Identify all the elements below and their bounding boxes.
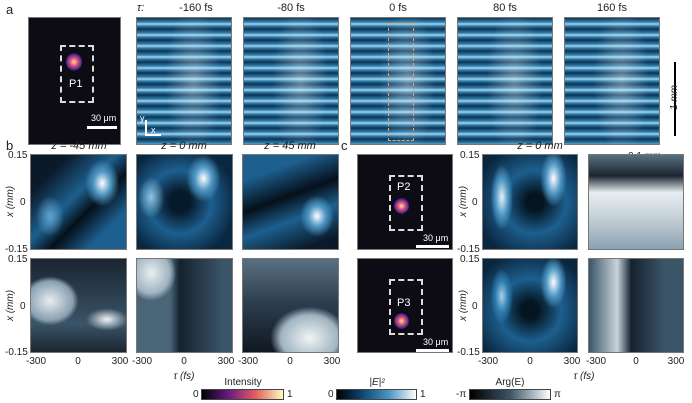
scale-bar-vertical (674, 62, 676, 136)
colorbar-max: π (554, 389, 561, 400)
y-tick: 0 (472, 197, 478, 208)
x-tick: -300 (585, 356, 607, 367)
x-tick: 0 (287, 356, 293, 367)
y-tick: -0.15 (457, 244, 480, 255)
amplitude-map (482, 258, 578, 353)
y-tick: 0.15 (460, 254, 480, 265)
roi-box (389, 175, 423, 231)
axis-y-label: y (140, 113, 145, 123)
column-title: z = -45 mm (51, 140, 107, 152)
y-axis-label: x (mm) (458, 185, 470, 218)
scale-v-text: 1 mm (669, 85, 680, 110)
x-tick: 300 (217, 356, 235, 367)
x-tick: -300 (25, 356, 47, 367)
y-tick: -0.15 (457, 347, 480, 358)
x-tick: 0 (181, 356, 187, 367)
x-tick: -300 (131, 356, 153, 367)
pinhole-image-p2: P2 30 μm (357, 154, 453, 250)
pinhole-label: P2 (397, 181, 411, 193)
y-tick: 0 (20, 301, 26, 312)
tau-label: τ: (137, 2, 145, 14)
phase-colorbar (469, 389, 551, 400)
delay-label: -160 fs (179, 2, 213, 14)
y-tick: -0.15 (5, 347, 28, 358)
amplitude-map (242, 154, 339, 250)
y-axis-label: x (mm) (458, 289, 470, 322)
axis-arrow-icon (145, 120, 147, 135)
intensity-colorbar (201, 389, 284, 400)
panel-b-label: b (6, 138, 14, 153)
scale-text: 30 μm (423, 337, 449, 347)
scale-bar (416, 245, 449, 248)
axis-x-label: x (151, 125, 156, 135)
interference-image: y x (136, 17, 232, 145)
amplitude-map (136, 154, 233, 250)
pinhole-image-p3: P3 30 μm (357, 258, 453, 353)
colorbar-label: Arg(E) (495, 377, 525, 388)
colorbar-label: |E|² (369, 377, 385, 388)
interference-image (243, 17, 339, 145)
focal-spot (66, 53, 82, 71)
pinhole-label: P3 (397, 297, 411, 309)
x-tick: -300 (237, 356, 259, 367)
x-tick: 300 (667, 356, 685, 367)
delay-label: -80 fs (277, 2, 305, 14)
phase-map (136, 258, 233, 353)
y-tick: 0 (472, 301, 478, 312)
axis-arrow-icon (145, 134, 161, 136)
column-title: z = 45 mm (264, 140, 316, 152)
x-tick: 0 (633, 356, 639, 367)
y-tick: 0.15 (8, 150, 28, 161)
phase-map (30, 258, 127, 353)
phase-map (242, 258, 339, 353)
y-tick: 0.15 (8, 254, 28, 265)
roi-box (389, 279, 423, 335)
x-tick: 300 (323, 356, 341, 367)
field-amplitude-colorbar (336, 389, 417, 400)
phase-map (588, 258, 684, 353)
y-axis-label: x (mm) (5, 289, 17, 322)
y-tick: 0 (20, 197, 26, 208)
x-tick: 0 (75, 356, 81, 367)
focal-spot (394, 198, 409, 214)
column-title: z = 0 mm (517, 140, 563, 152)
interference-image (564, 17, 660, 145)
interference-image (457, 17, 553, 145)
y-axis-label: x (mm) (5, 185, 17, 218)
pinhole-image-p1: P1 30 μm (28, 17, 121, 145)
panel-a-label: a (6, 2, 14, 17)
y-tick: -0.15 (5, 244, 28, 255)
x-tick: 300 (111, 356, 129, 367)
colorbar-min: 0 (193, 389, 199, 400)
x-axis-label: τ (fs) (573, 371, 595, 382)
x-axis-label: τ (fs) (173, 371, 195, 382)
x-tick: -300 (477, 356, 499, 367)
delay-label: 0 fs (389, 2, 407, 14)
colorbar-max: 1 (287, 389, 293, 400)
colorbar-max: 1 (420, 389, 426, 400)
column-title: z = 0 mm (161, 140, 207, 152)
y-tick: 0.15 (460, 150, 480, 161)
amplitude-map (482, 154, 578, 250)
roi-box (60, 45, 94, 103)
panel-c-label: c (341, 138, 348, 153)
x-tick: 300 (563, 356, 581, 367)
phase-map (588, 154, 684, 250)
scale-bar (416, 349, 449, 352)
colorbar-min: 0 (328, 389, 334, 400)
scale-text: 30 μm (91, 113, 117, 123)
scale-bar (87, 126, 117, 129)
delay-label: 80 fs (493, 2, 517, 14)
roi-box (388, 23, 414, 141)
interference-image (350, 17, 446, 145)
colorbar-label: Intensity (224, 377, 262, 388)
scale-text: 30 μm (423, 233, 449, 243)
x-tick: 0 (527, 356, 533, 367)
pinhole-label: P1 (69, 78, 83, 90)
delay-label: 160 fs (597, 2, 627, 14)
focal-spot (394, 313, 409, 329)
amplitude-map (30, 154, 127, 250)
colorbar-min: -π (456, 389, 467, 400)
